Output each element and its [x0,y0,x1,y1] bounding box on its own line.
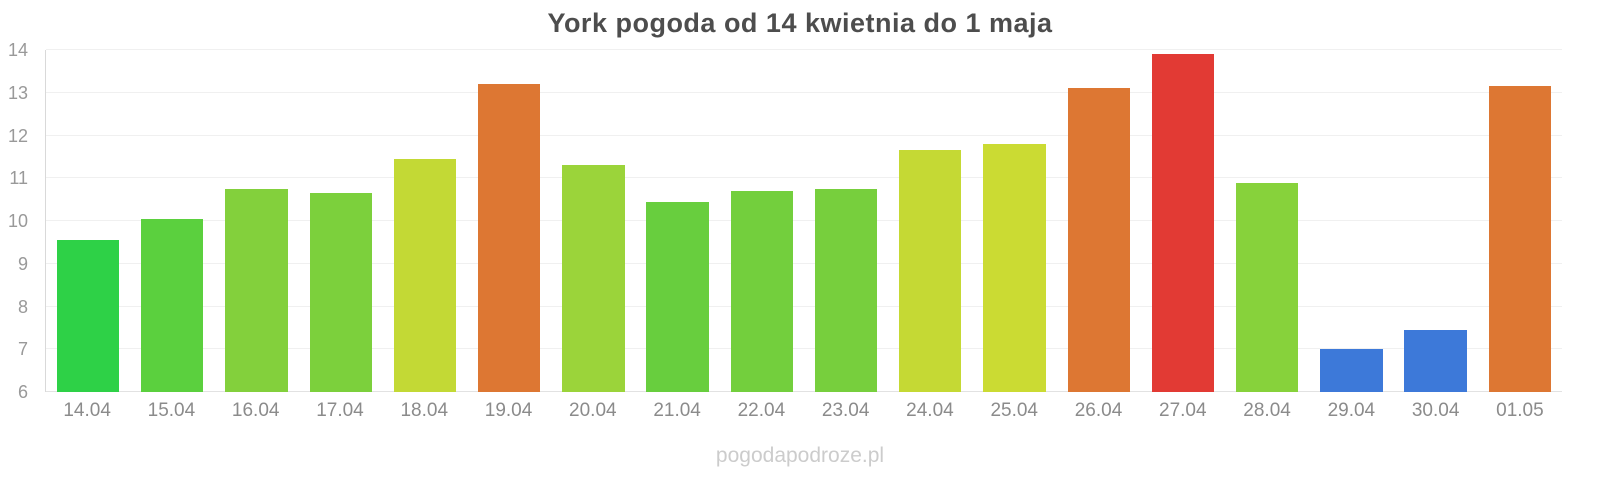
y-tick-label: 12 [7,125,28,146]
gridline [46,91,1562,93]
bar-slot [888,50,972,392]
bar-18.04[interactable] [393,159,457,392]
gridline [46,134,1562,136]
bar-30.04[interactable] [1404,330,1467,392]
bar-slot [299,50,383,392]
gridline [46,305,1562,307]
y-tick-label: 6 [17,382,28,402]
y-tick-label: 9 [17,253,28,274]
gridline [46,348,1562,350]
x-tick-label: 27.04 [1159,400,1207,421]
bar-24.04[interactable] [899,150,962,392]
bar-14.04[interactable] [56,240,120,392]
bar-16.04[interactable] [225,188,288,392]
x-axis-labels: 14.04 15.04 16.04 17.04 18.04 19.04 20.04 21.04… [45,400,1562,422]
x-tick-label: 14.04 [63,400,111,421]
y-tick-label: 13 [7,82,28,103]
bar-slot [467,50,551,392]
x-tick-label: 15.04 [147,400,196,421]
bar-slot [1478,50,1562,392]
bar-slot [46,50,130,392]
bar-slot [214,50,298,392]
y-tick-label: 7 [17,339,28,360]
bar-25.04[interactable] [983,144,1046,392]
bar-21.04[interactable] [646,201,709,392]
x-tick-label: 23.04 [821,400,870,421]
y-tick-label: 8 [17,296,28,317]
bar-slot [1225,50,1309,392]
bar-slot [1309,50,1393,392]
bars [46,50,1562,392]
x-axis-baseline [46,391,1562,392]
bar-slot [972,50,1056,392]
gridline [46,49,1562,50]
bar-15.04[interactable] [141,218,204,392]
x-tick-label: 01.05 [1496,400,1544,421]
bar-slot [1141,50,1225,392]
bar-27.04[interactable] [1151,54,1215,392]
bar-slot [636,50,720,392]
x-tick-label: 24.04 [906,400,954,421]
gridline [46,177,1562,179]
x-tick-label: 29.04 [1327,400,1376,421]
bar-19.04[interactable] [478,84,541,392]
y-tick-label: 14 [7,40,28,60]
bar-slot [551,50,635,392]
x-tick-label: 21.04 [653,400,701,421]
y-axis: 6 7 8 9 10 11 12 13 14 [0,41,38,401]
bar-slot [720,50,804,392]
x-tick-label: 16.04 [231,400,280,421]
bar-22.04[interactable] [730,191,794,392]
x-tick-label: 28.04 [1243,400,1291,421]
grid [46,49,1562,392]
y-tick-label: 11 [9,168,28,189]
bar-slot [1057,50,1141,392]
plot-area [45,49,1562,392]
x-tick-label: 18.04 [400,400,449,421]
y-tick-label: 10 [7,211,28,231]
bar-slot [1394,50,1478,392]
x-tick-label: 26.04 [1074,400,1123,421]
x-tick-label: 25.04 [990,400,1038,421]
x-tick-label: 20.04 [569,400,617,421]
bar-01.05[interactable] [1488,86,1551,392]
bar-29.04[interactable] [1320,349,1383,392]
bar-slot [383,50,467,392]
x-tick-label: 30.04 [1411,400,1460,421]
x-tick-label: 19.04 [484,400,533,421]
watermark: pogodapodroze.pl [715,444,885,467]
bar-28.04[interactable] [1236,182,1299,392]
bar-slot [130,50,214,392]
bar-20.04[interactable] [562,165,625,392]
gridline [46,262,1562,264]
x-tick-label: 17.04 [316,400,364,421]
chart-title: York pogoda od 14 kwietnia do 1 maja [547,8,1053,38]
bar-23.04[interactable] [814,188,878,392]
bar-17.04[interactable] [309,193,372,392]
bar-slot [804,50,888,392]
bar-26.04[interactable] [1067,88,1130,392]
x-tick-label: 22.04 [737,400,786,421]
gridline [46,220,1562,221]
